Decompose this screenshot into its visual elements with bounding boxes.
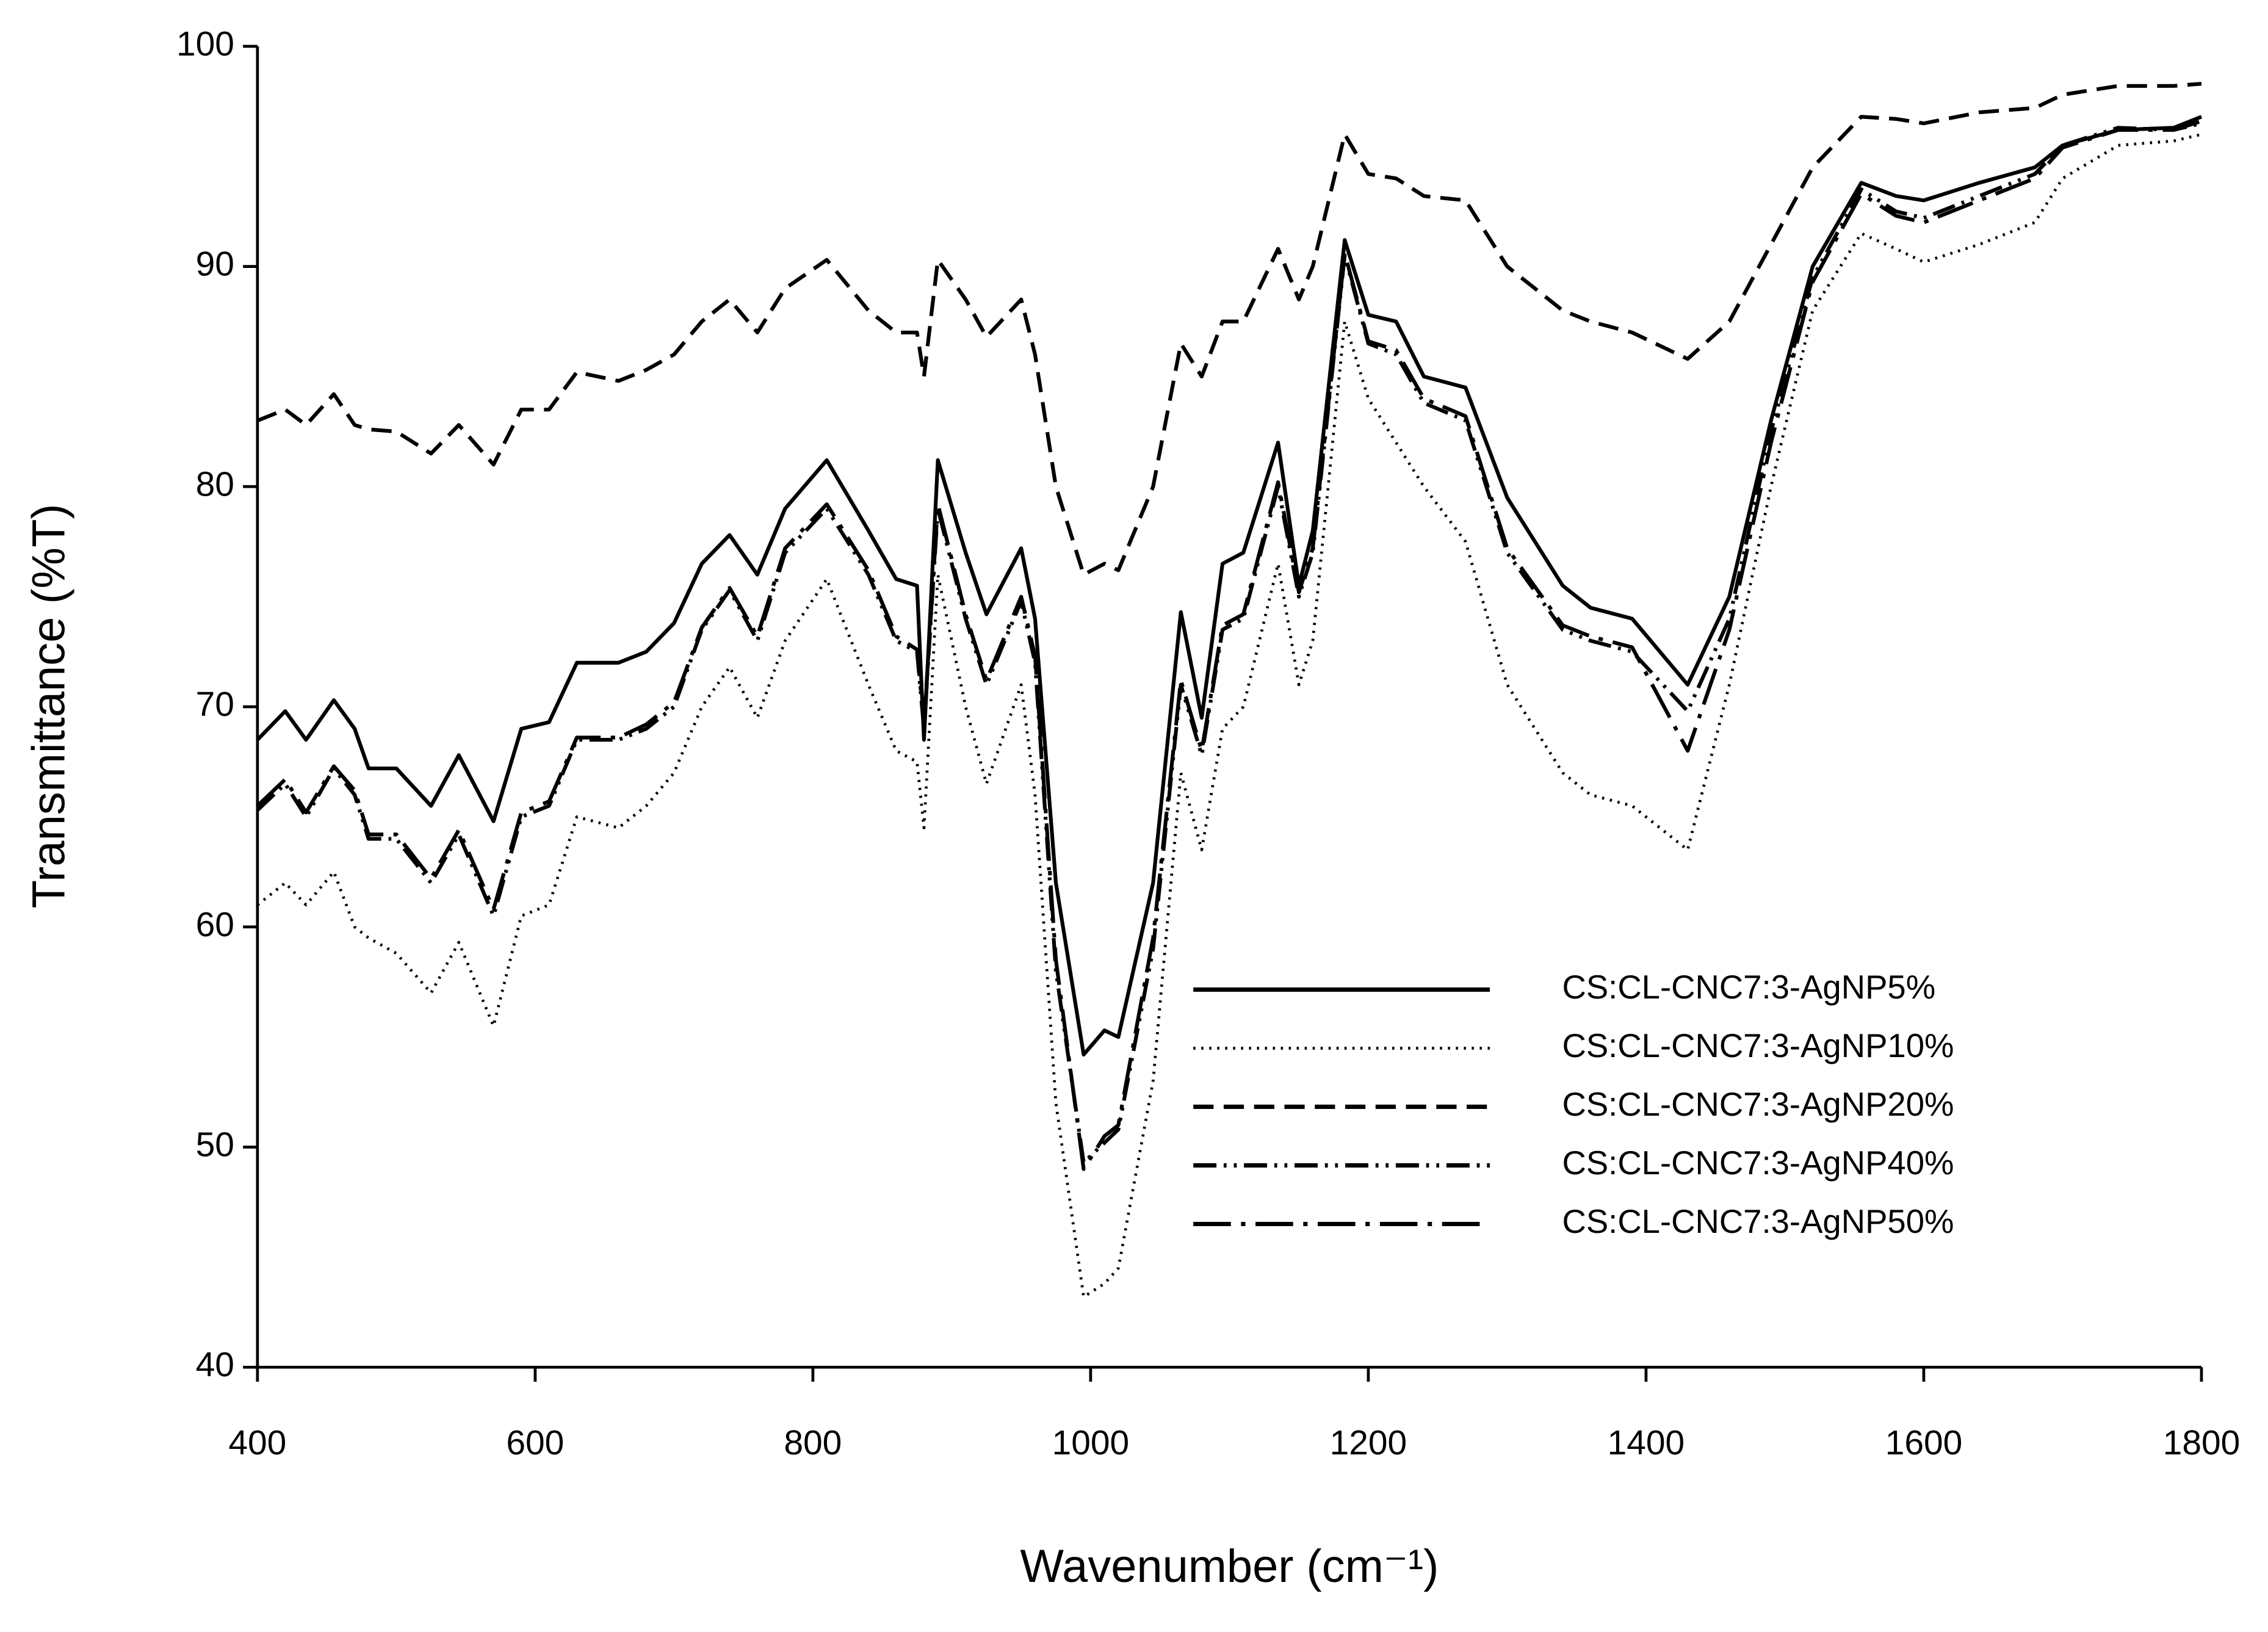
x-tick-label: 400 <box>228 1424 286 1462</box>
line-series <box>256 82 2202 577</box>
x-tick-label: 1400 <box>1608 1424 1685 1462</box>
y-tick-label: 80 <box>196 465 234 504</box>
y-tick-label: 70 <box>196 685 234 724</box>
legend-label: CS:CL-CNC7:3-AgNP10% <box>1562 1027 1954 1064</box>
y-tick-label: 60 <box>196 906 234 944</box>
y-tick-label: 90 <box>196 245 234 284</box>
x-axis-label: Wavenumber (cm⁻¹) <box>1020 1540 1439 1592</box>
y-axis-label: Transmittance (%T) <box>23 504 74 908</box>
legend-label: CS:CL-CNC7:3-AgNP40% <box>1562 1144 1954 1182</box>
line-series <box>256 115 2203 1057</box>
legend-label: CS:CL-CNC7:3-AgNP5% <box>1562 969 1935 1006</box>
y-tick-label: 100 <box>176 25 234 63</box>
legend-label: CS:CL-CNC7:3-AgNP50% <box>1562 1203 1954 1240</box>
line-series <box>256 119 2202 1171</box>
y-tick-label: 40 <box>196 1346 234 1384</box>
x-tick-label: 1600 <box>1885 1424 1963 1462</box>
x-tick-label: 800 <box>784 1424 842 1462</box>
line-series <box>256 121 2202 1164</box>
x-tick-label: 1000 <box>1052 1424 1130 1462</box>
x-tick-label: 1200 <box>1330 1424 1407 1462</box>
x-tick-label: 600 <box>506 1424 564 1462</box>
line-series <box>256 132 2202 1299</box>
y-tick-label: 50 <box>196 1125 234 1164</box>
x-tick-label: 1800 <box>2163 1424 2241 1462</box>
legend-label: CS:CL-CNC7:3-AgNP20% <box>1562 1086 1954 1123</box>
